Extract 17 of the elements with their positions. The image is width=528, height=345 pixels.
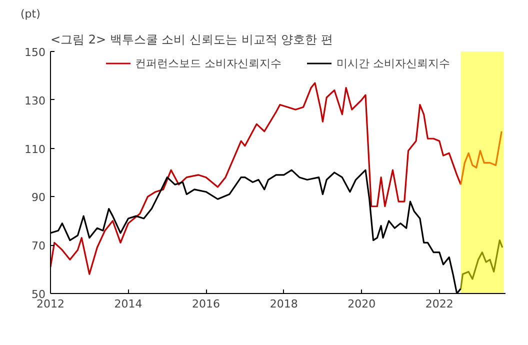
line-series [460,130,502,186]
y-tick-label: 90 [32,191,46,204]
x-tick-label: 2018 [270,298,298,310]
y-tick-label: 150 [24,46,46,59]
y-axis-title: (pt) [20,8,40,20]
x-tick-label: 2014 [114,298,142,310]
y-tick-label: 110 [24,142,46,156]
y-tick-label: 70 [32,240,46,253]
y-tick-label: 130 [24,94,46,108]
line-series [50,82,462,275]
x-tick-label: 2022 [425,298,454,310]
legend-label: 컨퍼런스보드 소비자신뢰지수 [135,56,282,70]
legend-label: 미시간 소비자신뢰지수 [336,56,450,70]
x-tick-label: 2020 [348,298,376,310]
line-series [460,239,504,290]
x-tick-label: 2016 [192,298,220,310]
chart-title: <그림 2> 백투스쿨 소비 신뢰도는 비교적 양호한 편 [50,32,333,46]
